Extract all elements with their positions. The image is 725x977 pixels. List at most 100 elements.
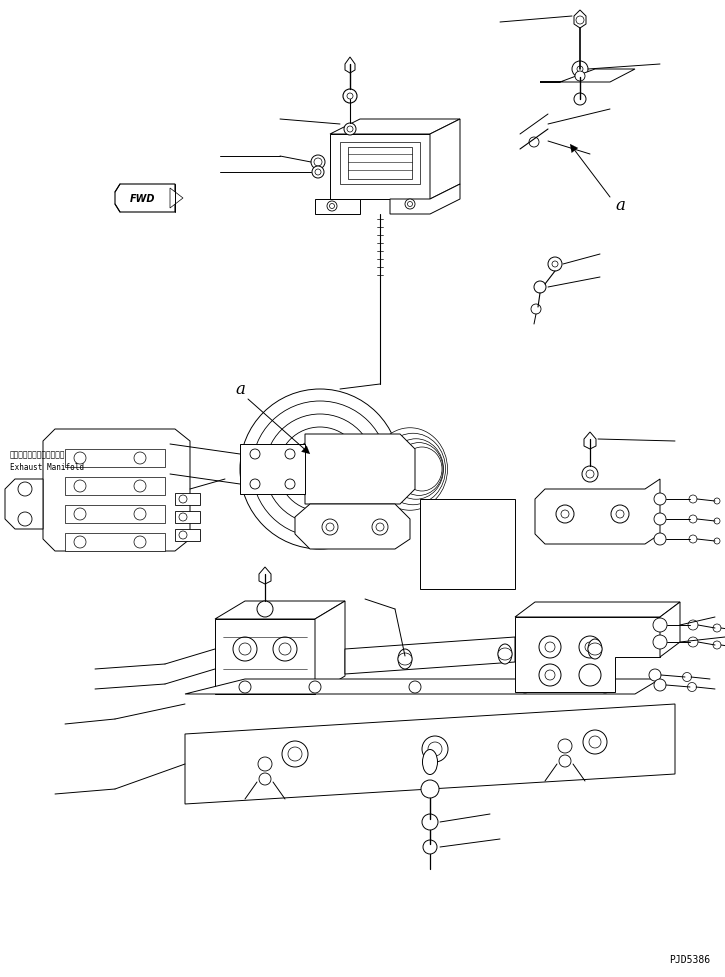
Circle shape <box>233 637 257 661</box>
Bar <box>175 530 200 541</box>
Polygon shape <box>215 602 345 619</box>
Circle shape <box>405 199 415 210</box>
Circle shape <box>258 757 272 771</box>
Polygon shape <box>240 445 305 494</box>
Circle shape <box>552 262 558 268</box>
Circle shape <box>134 536 146 548</box>
Ellipse shape <box>402 447 442 491</box>
Circle shape <box>428 743 442 756</box>
Circle shape <box>179 495 187 503</box>
Polygon shape <box>584 433 596 449</box>
Circle shape <box>714 498 720 504</box>
Circle shape <box>285 480 295 489</box>
Circle shape <box>285 449 295 459</box>
Circle shape <box>343 90 357 104</box>
Polygon shape <box>570 145 578 153</box>
Circle shape <box>653 618 667 632</box>
Circle shape <box>74 481 86 492</box>
Circle shape <box>654 514 666 526</box>
Circle shape <box>583 730 607 754</box>
Circle shape <box>423 840 437 854</box>
Circle shape <box>312 167 324 179</box>
Circle shape <box>74 452 86 464</box>
Polygon shape <box>215 619 315 695</box>
Polygon shape <box>330 135 430 199</box>
Circle shape <box>682 673 692 682</box>
Circle shape <box>347 127 353 133</box>
Ellipse shape <box>588 643 602 656</box>
Ellipse shape <box>398 650 412 669</box>
Circle shape <box>18 513 32 527</box>
Ellipse shape <box>498 645 512 664</box>
Circle shape <box>714 538 720 544</box>
Text: エキゾーストマニホールド: エキゾーストマニホールド <box>10 450 65 459</box>
Ellipse shape <box>398 654 412 665</box>
Polygon shape <box>115 185 175 213</box>
Circle shape <box>252 402 388 537</box>
Polygon shape <box>315 602 345 695</box>
Circle shape <box>326 524 334 531</box>
Circle shape <box>559 755 571 767</box>
Circle shape <box>572 62 588 78</box>
Bar <box>65 505 165 524</box>
Polygon shape <box>43 430 190 551</box>
Circle shape <box>616 510 624 519</box>
Circle shape <box>18 483 32 496</box>
Circle shape <box>689 516 697 524</box>
Circle shape <box>689 535 697 543</box>
Circle shape <box>556 505 574 524</box>
Circle shape <box>302 451 338 488</box>
Circle shape <box>519 681 531 694</box>
Circle shape <box>611 505 629 524</box>
Circle shape <box>529 138 539 148</box>
Circle shape <box>582 467 598 483</box>
Circle shape <box>539 636 561 658</box>
Circle shape <box>250 480 260 489</box>
Circle shape <box>548 258 562 272</box>
Polygon shape <box>5 480 43 530</box>
Text: Exhaust Manifold: Exhaust Manifold <box>10 463 84 472</box>
Circle shape <box>315 170 321 176</box>
Circle shape <box>314 159 322 167</box>
Circle shape <box>649 669 661 681</box>
Circle shape <box>288 747 302 761</box>
Circle shape <box>688 637 698 648</box>
Circle shape <box>579 636 601 658</box>
Polygon shape <box>430 120 460 199</box>
Circle shape <box>422 737 448 762</box>
Ellipse shape <box>395 444 443 496</box>
Polygon shape <box>574 11 586 29</box>
Circle shape <box>599 681 611 694</box>
Text: FWD: FWD <box>130 193 156 204</box>
Circle shape <box>265 414 375 525</box>
Circle shape <box>687 683 697 692</box>
Polygon shape <box>185 704 675 804</box>
Polygon shape <box>660 603 680 658</box>
Circle shape <box>545 670 555 680</box>
Circle shape <box>282 742 308 767</box>
Circle shape <box>344 124 356 136</box>
Circle shape <box>407 202 413 207</box>
Circle shape <box>421 781 439 798</box>
Ellipse shape <box>381 434 445 505</box>
Text: PJD5386: PJD5386 <box>669 954 710 964</box>
Circle shape <box>545 642 555 653</box>
Text: a: a <box>615 196 625 213</box>
Ellipse shape <box>389 440 444 500</box>
Ellipse shape <box>423 749 437 775</box>
Circle shape <box>311 156 325 170</box>
Circle shape <box>586 471 594 479</box>
Circle shape <box>713 641 721 650</box>
Circle shape <box>134 452 146 464</box>
Circle shape <box>347 94 353 100</box>
Circle shape <box>654 679 666 692</box>
Circle shape <box>653 635 667 650</box>
Polygon shape <box>170 189 183 209</box>
Circle shape <box>239 681 251 694</box>
Polygon shape <box>390 185 460 215</box>
Circle shape <box>179 514 187 522</box>
Polygon shape <box>345 58 355 74</box>
Circle shape <box>579 664 601 686</box>
Bar <box>65 533 165 551</box>
Circle shape <box>309 681 321 694</box>
